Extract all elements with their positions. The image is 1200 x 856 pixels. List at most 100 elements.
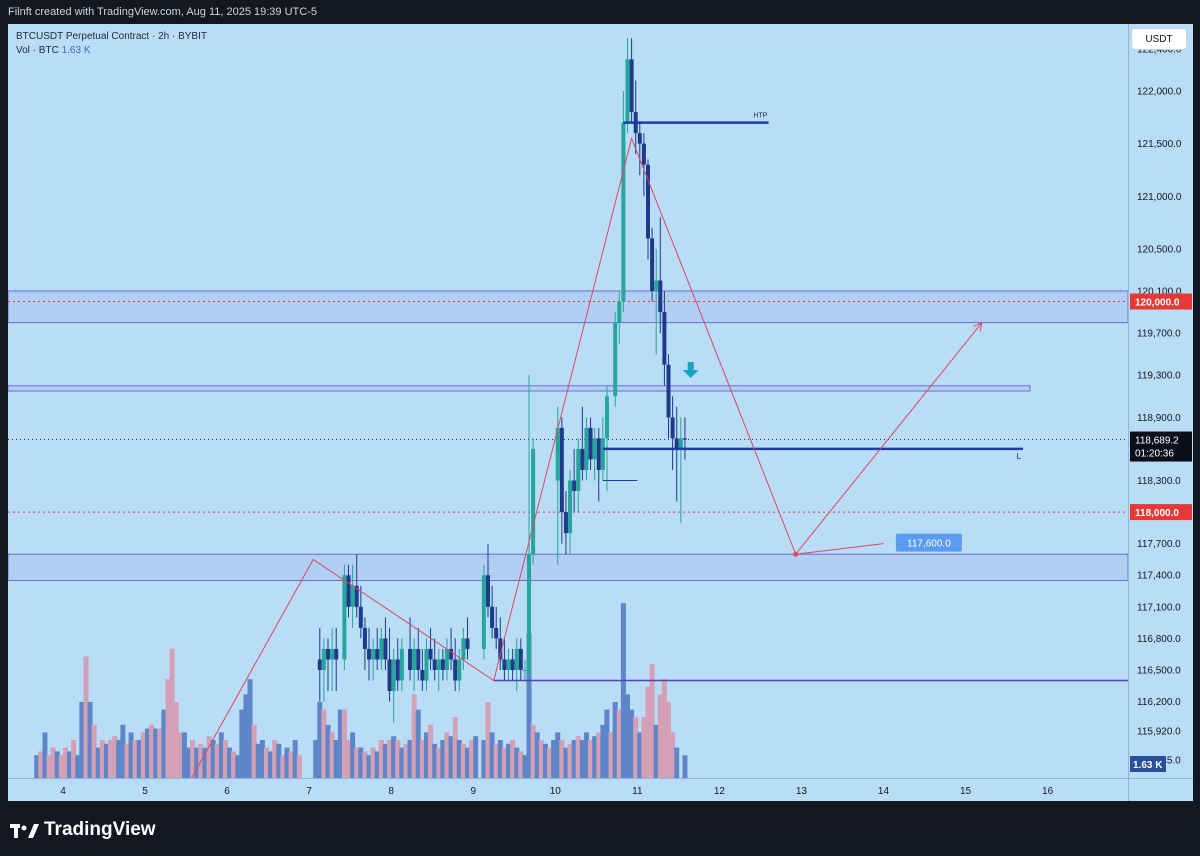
candle-body — [596, 438, 601, 470]
pattern-path — [190, 136, 983, 778]
volume-bar — [292, 740, 298, 778]
volume-bar — [428, 724, 434, 778]
candle-body — [408, 648, 413, 670]
candle-body — [494, 627, 499, 639]
volume-bar — [46, 755, 52, 778]
tradingview-brand[interactable]: TradingView — [10, 818, 156, 842]
y-tick-label: 117,100.0 — [1137, 602, 1181, 613]
candle-body — [559, 427, 564, 513]
y-tick-label: 117,400.0 — [1137, 571, 1181, 582]
x-tick-label: 10 — [550, 786, 562, 797]
volume-bar — [321, 709, 327, 778]
plot-area[interactable]: HTP L 117,600.0 — [8, 24, 1128, 778]
volume-bar — [157, 728, 163, 778]
volume-bar — [190, 740, 196, 778]
candle-body — [531, 448, 536, 555]
y-tick-label: 116,800.0 — [1137, 634, 1181, 645]
volume-bar — [456, 740, 462, 778]
time-axis[interactable]: 4 5 6 7 8 9 10 11 12 13 14 15 16 — [8, 778, 1128, 801]
volume-bar — [608, 732, 614, 778]
candle-body — [391, 659, 396, 692]
volume-bar — [637, 732, 643, 778]
x-tick-label: 15 — [960, 786, 972, 797]
price-axis[interactable]: 115,645.0115,920.0116,200.0116,500.0116,… — [1128, 24, 1193, 778]
volume-bar — [518, 751, 524, 778]
volume-bar — [350, 732, 356, 778]
pattern-arrowhead — [973, 321, 983, 332]
target-dot — [793, 551, 799, 557]
y-tick-label: 116,500.0 — [1137, 665, 1181, 676]
target-line — [795, 543, 884, 555]
volume-bar — [247, 679, 253, 778]
volume-bar — [542, 743, 548, 778]
candle-body — [518, 648, 523, 670]
time-axis-svg: 4 5 6 7 8 9 10 11 12 13 14 15 16 — [60, 786, 1054, 797]
volume-bar — [108, 740, 114, 778]
y-tick-label: 119,700.0 — [1137, 329, 1181, 340]
volume-bar — [534, 732, 540, 778]
volume-bar — [140, 732, 146, 778]
volume-bar — [661, 679, 667, 778]
candle-body — [600, 438, 605, 470]
tradingview-logo-icon — [10, 823, 39, 838]
x-tick-label: 4 — [60, 786, 66, 797]
price-label-120k-bg — [1130, 293, 1192, 310]
volume-bar — [313, 740, 319, 778]
volume-bar — [50, 747, 56, 778]
x-tick-label: 11 — [632, 786, 643, 797]
candle-body — [650, 238, 655, 292]
volume-bar — [682, 755, 688, 778]
volume-bar — [374, 751, 380, 778]
y-tick-label: 121,000.0 — [1137, 192, 1182, 203]
candle-body — [383, 638, 388, 660]
volume-bar — [497, 740, 503, 778]
candle-body — [371, 648, 376, 660]
x-tick-label: 8 — [388, 786, 394, 797]
volume-bar — [395, 740, 401, 778]
volume-bar — [251, 724, 257, 778]
candle-body — [510, 659, 515, 670]
volume-bar — [38, 751, 44, 778]
volume-bar — [165, 679, 171, 778]
candle-body — [613, 322, 618, 397]
candle-body — [453, 659, 458, 681]
candle-body — [490, 606, 495, 628]
volume-bar — [620, 603, 626, 778]
volume-bar — [670, 732, 676, 778]
volume-bar — [629, 709, 635, 778]
currency-button[interactable]: USDT — [1131, 28, 1187, 50]
volume-bar — [469, 740, 475, 778]
volume-bar — [128, 732, 134, 778]
candle-body — [424, 648, 429, 681]
y-tick-label: 118,900.0 — [1137, 413, 1181, 424]
volume-bar — [674, 747, 680, 778]
candle-body — [637, 133, 642, 144]
x-tick-label: 16 — [1042, 786, 1054, 797]
volume-bar — [624, 694, 630, 778]
volume-bar — [296, 755, 302, 778]
volume-bar — [657, 694, 663, 778]
candle-body — [662, 312, 667, 365]
volume-bar — [329, 732, 335, 778]
price-chart[interactable]: HTP L 117,600.0 — [8, 24, 1128, 778]
axis-corner — [1128, 778, 1193, 801]
volume-bar — [83, 656, 89, 778]
volume-bar — [116, 740, 122, 778]
volume-bar — [411, 694, 417, 778]
volume-bar — [460, 743, 466, 778]
candle-body — [588, 427, 593, 460]
volume-value: 1.63 K — [61, 45, 91, 56]
current-price-label: 118,689.2 — [1135, 436, 1179, 447]
volume-bar — [34, 755, 40, 778]
x-tick-label: 14 — [878, 786, 890, 797]
candle-body — [330, 648, 335, 660]
y-tick-label: 120,100.0 — [1137, 287, 1182, 298]
candle-body — [502, 659, 507, 670]
candle-body — [428, 648, 433, 660]
top-bar: Filnft created with TradingView.com, Aug… — [0, 0, 1200, 24]
volume-bar — [255, 743, 261, 778]
volume-bar — [181, 732, 187, 778]
volume-bar — [202, 747, 208, 778]
volume-bar — [419, 740, 425, 778]
volume-line: Vol · BTC 1.63 K — [16, 44, 207, 58]
